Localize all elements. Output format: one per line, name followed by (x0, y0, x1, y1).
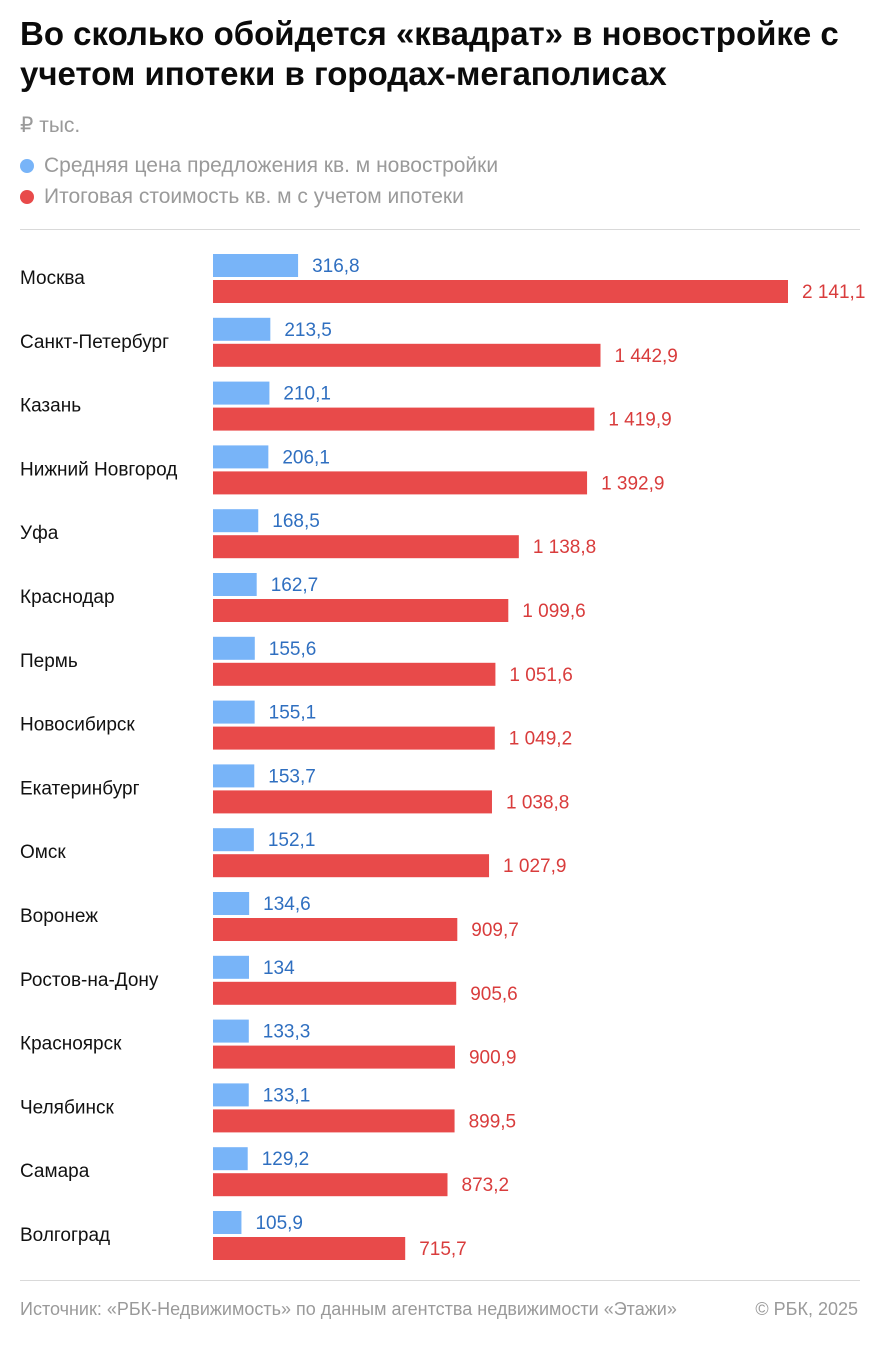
value-label-total-cost: 899,5 (469, 1111, 517, 1132)
chart-title: Во сколько обойдется «квадрат» в новостр… (20, 15, 839, 92)
value-label-total-cost: 873,2 (462, 1175, 510, 1196)
source-note: Источник: «РБК-Недвижимость» по данным а… (20, 1299, 677, 1319)
bar-total-cost (213, 1045, 455, 1069)
legend-label-average-price: Средняя цена предложения кв. м новострой… (44, 153, 499, 177)
value-label-total-cost: 900,9 (469, 1048, 517, 1069)
category-label: Красноярск (20, 1034, 122, 1055)
value-label-average-price: 162,7 (271, 575, 319, 596)
bar-total-cost (213, 726, 495, 750)
bar-average-price (213, 1019, 249, 1043)
value-label-average-price: 129,2 (262, 1149, 310, 1170)
category-label: Санкт-Петербург (20, 332, 169, 353)
bar-average-price (213, 636, 255, 660)
bar-total-cost (213, 407, 595, 431)
category-label: Краснодар (20, 587, 115, 608)
category-label: Екатеринбург (20, 778, 140, 799)
bar-total-cost (213, 343, 601, 367)
bar-total-cost (213, 471, 588, 495)
value-label-average-price: 206,1 (282, 447, 330, 468)
bar-average-price (213, 445, 269, 469)
legend-item-average-price: Средняя цена предложения кв. м новострой… (20, 150, 498, 181)
category-label: Челябинск (20, 1097, 114, 1118)
legend-dot-red (20, 189, 34, 204)
top-divider (20, 229, 860, 230)
value-label-average-price: 155,6 (269, 639, 317, 660)
value-label-total-cost: 1 419,9 (608, 410, 671, 431)
bar-average-price (213, 828, 254, 852)
value-label-average-price: 210,1 (283, 384, 331, 405)
value-label-total-cost: 1 138,8 (533, 537, 596, 558)
bar-average-price (213, 1147, 248, 1171)
value-label-average-price: 153,7 (268, 766, 316, 787)
legend: Средняя цена предложения кв. м новострой… (20, 150, 498, 212)
value-label-average-price: 133,3 (263, 1022, 311, 1043)
category-label: Омск (20, 842, 66, 863)
legend-item-total-cost: Итоговая стоимость кв. м с учетом ипотек… (20, 181, 498, 212)
value-label-total-cost: 1 038,8 (506, 792, 569, 813)
legend-dot-blue (20, 158, 34, 173)
category-label: Воронеж (20, 906, 98, 927)
value-label-average-price: 168,5 (272, 511, 320, 532)
category-label: Ростов-на-Дону (20, 970, 159, 991)
value-label-total-cost: 1 442,9 (614, 346, 677, 367)
bar-average-price (213, 892, 250, 915)
bar-total-cost (213, 1173, 448, 1197)
bar-average-price (213, 764, 255, 788)
legend-label-total-cost: Итоговая стоимость кв. м с учетом ипотек… (44, 184, 464, 208)
value-label-total-cost: 1 392,9 (601, 473, 664, 494)
bar-total-cost (213, 280, 788, 303)
bar-total-cost (213, 535, 519, 559)
bar-chart: Москва 316,8 2 141,1 Санкт-Петербург 213,5 1 … (20, 254, 865, 1260)
value-label-total-cost: 715,7 (419, 1239, 467, 1260)
value-label-average-price: 133,1 (263, 1085, 311, 1106)
bar-total-cost (213, 1109, 455, 1133)
value-label-total-cost: 905,6 (470, 984, 518, 1005)
category-label: Пермь (20, 651, 78, 672)
bar-average-price (213, 509, 259, 533)
value-label-average-price: 105,9 (255, 1213, 303, 1234)
category-label: Казань (20, 396, 81, 417)
copyright: © РБК, 2025 (755, 1299, 858, 1319)
value-label-average-price: 316,8 (312, 256, 360, 277)
value-label-average-price: 134,6 (263, 894, 311, 915)
value-label-total-cost: 1 027,9 (503, 856, 566, 877)
bar-total-cost (213, 599, 509, 622)
value-label-average-price: 213,5 (284, 320, 332, 341)
bar-average-price (213, 317, 271, 341)
bar-average-price (213, 700, 255, 724)
category-label: Уфа (20, 523, 59, 544)
bar-total-cost (213, 854, 490, 878)
bar-average-price (213, 1083, 249, 1107)
category-label: Нижний Новгород (20, 459, 177, 480)
bar-total-cost (213, 662, 496, 686)
value-label-average-price: 152,1 (268, 830, 316, 851)
bottom-divider (20, 1280, 860, 1281)
category-label: Самара (20, 1161, 90, 1182)
bar-total-cost (213, 918, 458, 941)
value-label-average-price: 134 (263, 958, 295, 979)
category-label: Новосибирск (20, 715, 135, 736)
category-label: Волгоград (20, 1225, 110, 1246)
value-label-total-cost: 1 051,6 (509, 665, 572, 686)
value-label-total-cost: 1 099,6 (522, 601, 585, 622)
bar-total-cost (213, 981, 457, 1005)
unit-label: ₽ тыс. (20, 114, 81, 137)
category-label: Москва (20, 268, 85, 289)
bar-average-price (213, 254, 299, 277)
value-label-total-cost: 1 049,2 (509, 729, 572, 750)
bar-average-price (213, 381, 270, 405)
bar-average-price (213, 1211, 242, 1234)
bar-total-cost (213, 1237, 406, 1260)
bar-total-cost (213, 790, 492, 814)
value-label-average-price: 155,1 (269, 703, 317, 724)
value-label-total-cost: 2 141,1 (802, 282, 865, 303)
bar-average-price (213, 955, 249, 979)
value-label-total-cost: 909,7 (471, 920, 519, 941)
bar-average-price (213, 573, 257, 596)
